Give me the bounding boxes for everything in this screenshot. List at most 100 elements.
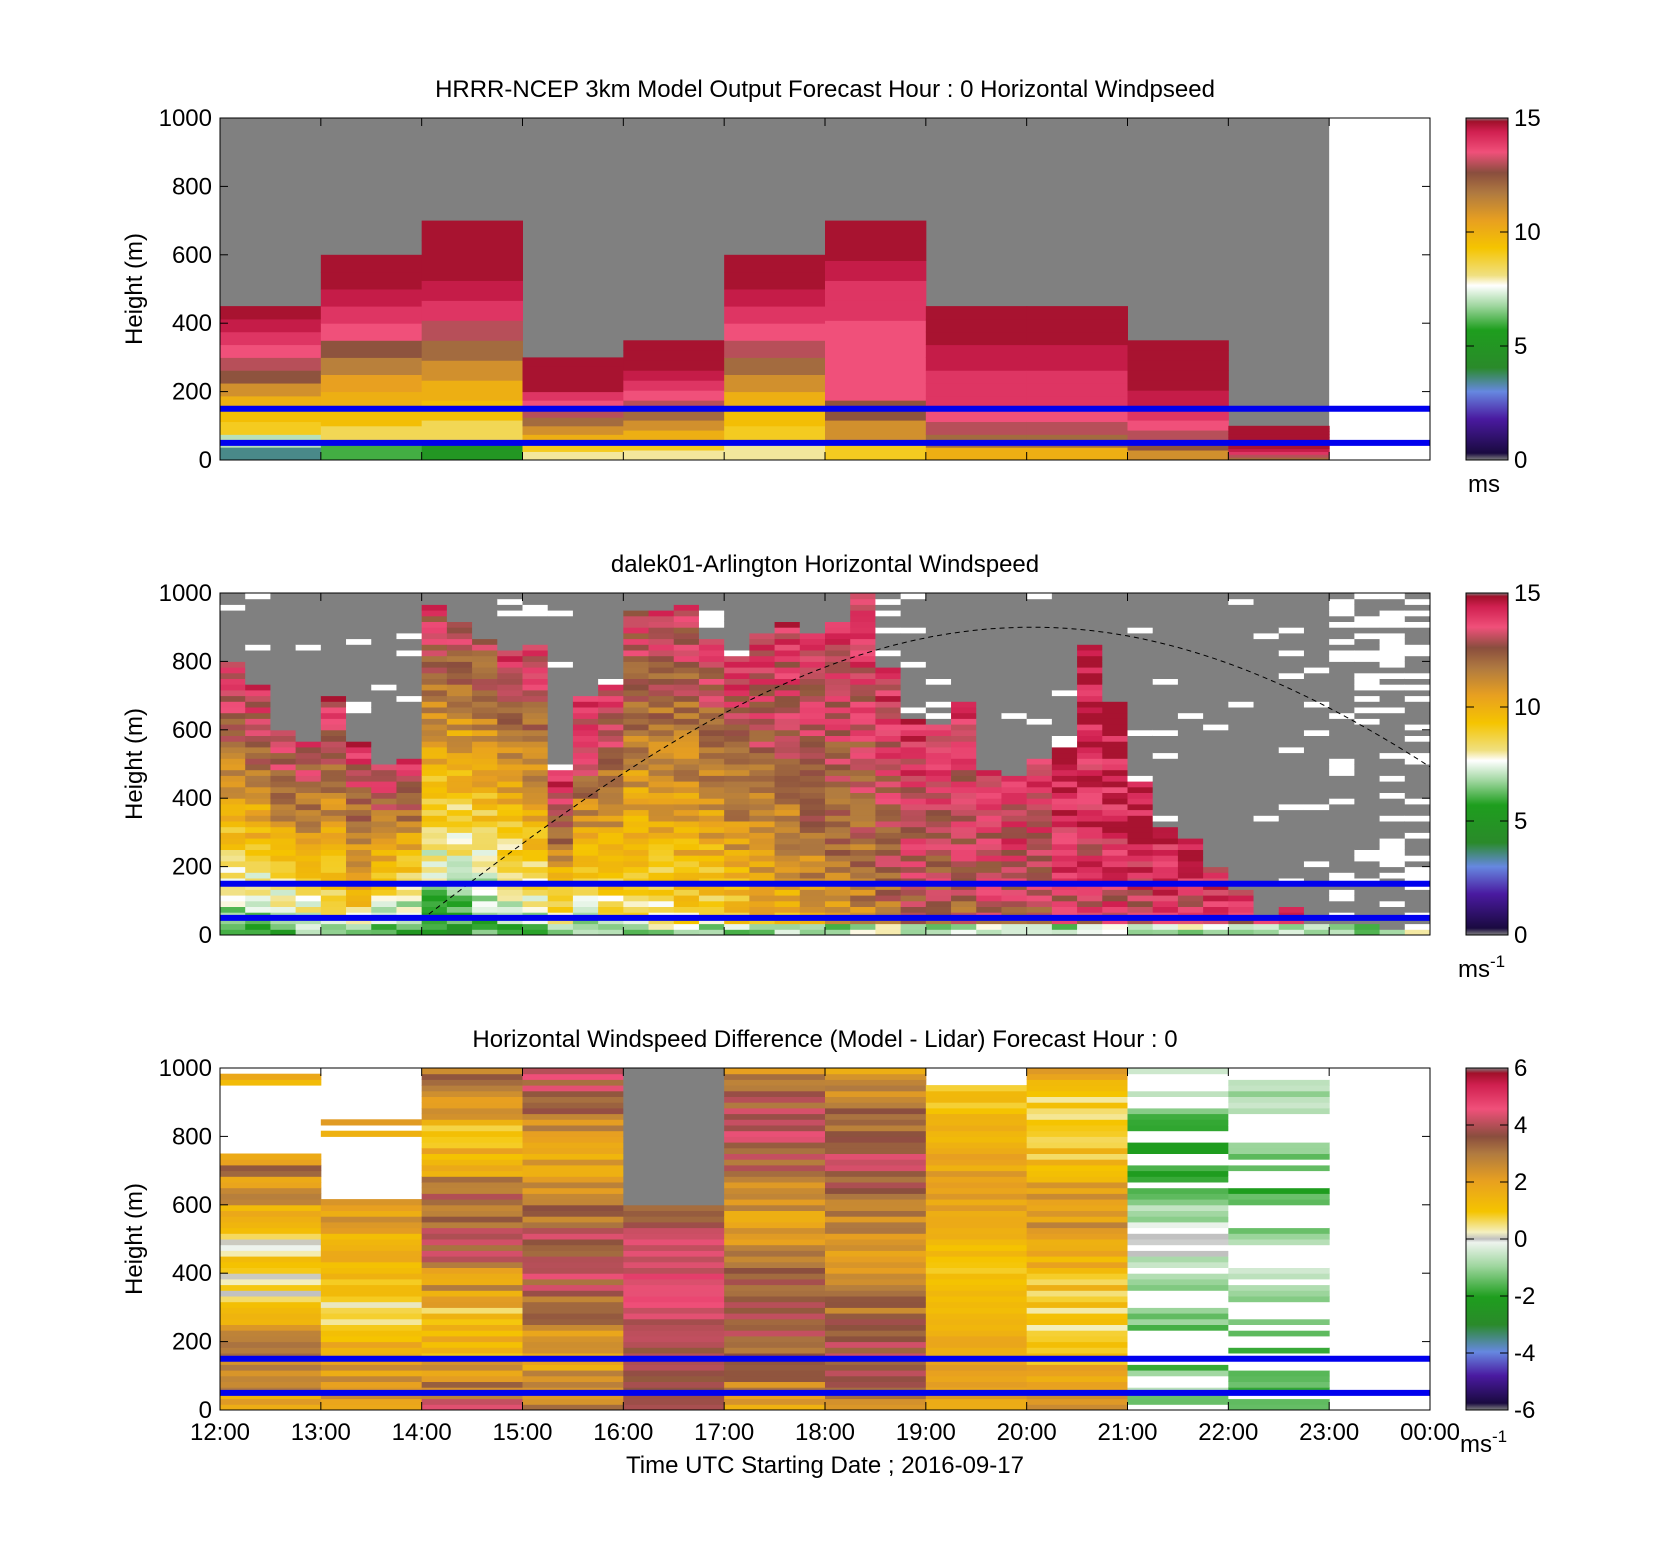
heatmap-cell xyxy=(1203,684,1229,691)
heatmap-cell xyxy=(346,638,372,645)
heatmap-cell xyxy=(1127,380,1229,391)
heatmap-cell xyxy=(371,843,397,850)
heatmap-cell xyxy=(1404,758,1430,765)
heatmap-cell xyxy=(1253,860,1280,868)
heatmap-cell xyxy=(1127,1284,1229,1291)
heatmap-cell xyxy=(1051,741,1078,748)
heatmap-cell xyxy=(623,661,650,668)
heatmap-cell xyxy=(1228,917,1255,925)
heatmap-cell xyxy=(1354,729,1381,736)
heatmap-cell xyxy=(724,1182,826,1189)
heatmap-cell xyxy=(875,627,902,634)
heatmap-cell xyxy=(1051,707,1078,714)
heatmap-cell xyxy=(547,792,574,799)
heatmap-cell xyxy=(220,1256,322,1263)
heatmap-cell xyxy=(623,1364,725,1371)
heatmap-cell xyxy=(1152,644,1179,651)
heatmap-cell xyxy=(850,627,876,634)
heatmap-cell xyxy=(295,615,322,622)
heatmap-cell xyxy=(220,1204,322,1211)
heatmap-cell xyxy=(1228,1364,1330,1371)
heatmap-cell xyxy=(875,775,902,782)
heatmap-cell xyxy=(421,724,448,731)
heatmap-cell xyxy=(1127,632,1154,640)
heatmap-cell xyxy=(850,598,876,605)
heatmap-cell xyxy=(1379,752,1406,759)
heatmap-cell xyxy=(1077,792,1103,799)
heatmap-cell xyxy=(1379,632,1406,640)
heatmap-cell xyxy=(446,701,473,708)
heatmap-cell xyxy=(749,615,776,622)
heatmap-cell xyxy=(1203,906,1229,913)
heatmap-cell xyxy=(1203,826,1229,833)
heatmap-cell xyxy=(522,724,549,731)
heatmap-cell xyxy=(522,718,549,725)
heatmap-cell xyxy=(799,803,826,811)
heatmap-cell xyxy=(799,621,826,628)
heatmap-cell xyxy=(1228,1261,1330,1268)
heatmap-cell xyxy=(1077,672,1103,679)
heatmap-cell xyxy=(446,644,473,651)
heatmap-cell xyxy=(1127,1370,1229,1377)
heatmap-cell xyxy=(1253,815,1280,822)
heatmap-cell xyxy=(825,929,851,935)
heatmap-cell xyxy=(1278,855,1305,862)
heatmap-cell xyxy=(1203,929,1229,935)
heatmap-cell xyxy=(623,1381,725,1388)
heatmap-cell xyxy=(1379,849,1406,856)
heatmap-cell xyxy=(1177,906,1204,913)
heatmap-cell xyxy=(1379,838,1406,845)
heatmap-cell xyxy=(598,701,624,708)
heatmap-cell xyxy=(320,695,347,702)
heatmap-cell xyxy=(1278,712,1305,719)
heatmap-cell xyxy=(875,923,902,930)
heatmap-cell xyxy=(1127,707,1154,714)
heatmap-cell xyxy=(1379,906,1406,913)
panel-lidar-overlay xyxy=(220,626,1431,921)
heatmap-cell xyxy=(1026,1153,1128,1160)
heatmap-cell xyxy=(320,1250,423,1257)
heatmap-cell xyxy=(421,707,448,714)
heatmap-cell xyxy=(1001,621,1028,628)
heatmap-cell xyxy=(875,632,902,640)
heatmap-cell xyxy=(1077,735,1103,742)
heatmap-cell xyxy=(1177,655,1204,662)
heatmap-cell xyxy=(1152,735,1179,742)
heatmap-cell xyxy=(900,593,927,600)
heatmap-cell xyxy=(421,667,448,674)
heatmap-cell xyxy=(850,917,876,925)
heatmap-cell xyxy=(1177,764,1204,771)
heatmap-cell xyxy=(1228,1136,1330,1143)
heatmap-cell xyxy=(976,803,1002,811)
heatmap-cell xyxy=(1329,923,1355,930)
heatmap-cell xyxy=(220,1170,322,1177)
heatmap-cell xyxy=(976,764,1002,771)
heatmap-cell xyxy=(1253,718,1280,725)
heatmap-cell xyxy=(1026,644,1053,651)
heatmap-cell xyxy=(1152,746,1179,754)
heatmap-cell xyxy=(850,661,876,668)
heatmap-cell xyxy=(623,678,650,685)
heatmap-cell xyxy=(320,752,347,759)
heatmap-cell xyxy=(598,906,624,913)
heatmap-cell xyxy=(295,724,322,731)
heatmap-cell xyxy=(245,764,271,771)
heatmap-cell xyxy=(522,1301,624,1308)
heatmap-cell xyxy=(1329,781,1355,788)
heatmap-cell xyxy=(1379,895,1406,902)
heatmap-cell xyxy=(1404,661,1430,668)
heatmap-cell xyxy=(925,1159,1028,1166)
panel-model-overlay xyxy=(220,405,1430,446)
heatmap-cell xyxy=(446,832,473,839)
heatmap-cell xyxy=(1026,306,1128,320)
heatmap-cell xyxy=(1203,895,1229,902)
heatmap-cell xyxy=(1026,593,1053,600)
heatmap-cell xyxy=(572,604,599,611)
heatmap-cell xyxy=(572,855,599,862)
heatmap-cell xyxy=(1051,900,1078,907)
heatmap-cell xyxy=(1379,712,1406,719)
heatmap-cell xyxy=(396,838,423,845)
heatmap-cell xyxy=(925,906,952,913)
heatmap-cell xyxy=(497,718,523,725)
heatmap-cell xyxy=(774,838,801,845)
